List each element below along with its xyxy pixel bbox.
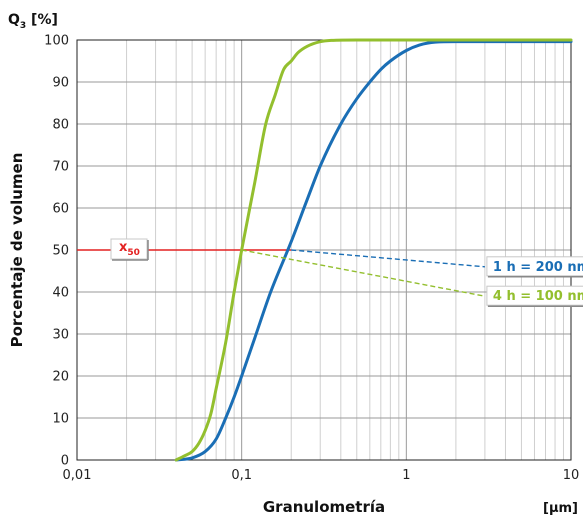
series-layer [174,38,573,462]
annotation-leader-1 [241,249,486,297]
x-tick-label: 10 [563,468,580,483]
y-tick-label: 40 [52,286,69,301]
series-line-1 [174,38,573,462]
y-tick-label: 20 [52,370,69,385]
x50-label: x50 [119,240,140,258]
y-unit-label: Q3 [%] [8,12,58,31]
y-unit-suffix: [%] [26,12,58,28]
y-axis-title: Porcentaje de volumen [8,153,26,348]
y-tick-label: 70 [52,160,69,175]
x-tick-label: 0,01 [63,468,92,483]
y-tick-label: 10 [52,412,69,427]
y-tick-label: 100 [44,34,69,49]
x50-label-sub: 50 [127,248,140,258]
y-tick-label: 0 [61,454,69,469]
y-tick-label: 80 [52,118,69,133]
series-line-0 [174,40,573,462]
x-unit-label: [µm] [543,501,578,516]
x-axis-title: Granulometría [263,498,385,516]
annotation-box-0 [486,256,583,277]
y-tick-label: 90 [52,76,69,91]
annotation-box-1 [486,285,583,306]
y-tick-label: 30 [52,328,69,343]
x50-label-main: x [119,240,128,255]
annotation-leader-0 [291,249,485,268]
x50-layer: x50 [77,238,292,261]
y-unit-symbol: Q [8,12,20,28]
x-tick-label: 1 [402,468,410,483]
grid [77,40,571,460]
annotation-label-1: 4 h = 100 nm [493,289,583,304]
annotation-layer: 1 h = 200 nm 4 h = 100 nm [241,249,583,307]
x-tick-label: 0,1 [231,468,252,483]
y-unit-subscript: 3 [20,21,26,31]
y-tick-label: 50 [52,244,69,259]
x50-label-box [110,238,148,260]
annotation-label-0: 1 h = 200 nm [493,260,583,275]
y-tick-label: 60 [52,202,69,217]
